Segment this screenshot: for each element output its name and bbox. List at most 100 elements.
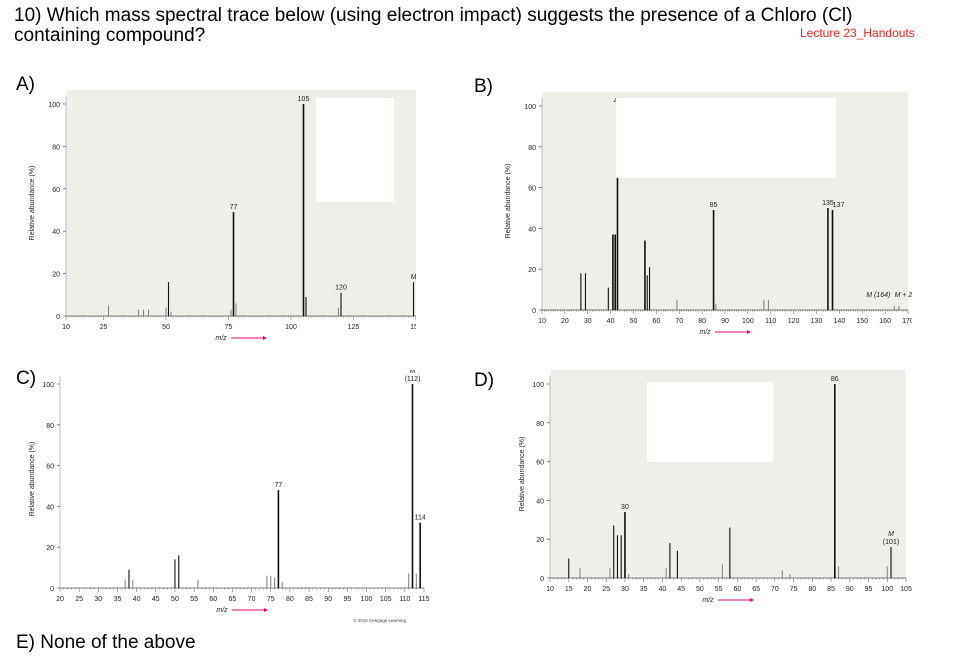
spectrum-b-x-tick-label: 70 xyxy=(675,318,683,325)
spectrum-c-x-tick-label: 40 xyxy=(133,596,141,603)
spectrum-d-peak xyxy=(781,570,783,578)
spectrum-a-y-tick-label: 80 xyxy=(52,144,60,151)
spectrum-c-peak-label: (112) xyxy=(405,376,421,383)
spectrum-a-peak xyxy=(142,309,145,316)
spectrum-a-y-axis-title: Relative abundance (%) xyxy=(29,166,36,241)
spectrum-d-peak xyxy=(579,568,581,578)
spectrum-a: 0 20 40 60 80 100 10 25 50 75 100 125 150 105 77 120 M Re… xyxy=(28,90,416,350)
spectrum-d-x-tick-label: 40 xyxy=(659,586,667,593)
spectrum-d-peak xyxy=(613,525,615,578)
spectrum-a-mz-arrowhead xyxy=(263,336,267,340)
spectrum-d-x-tick-label: 70 xyxy=(771,586,779,593)
spectrum-b-x-tick-label: 10 xyxy=(538,318,546,325)
spectrum-d-x-tick-label: 30 xyxy=(621,586,629,593)
spectrum-b-y-tick-label: 40 xyxy=(528,226,536,233)
spectrum-c-x-tick-label: 65 xyxy=(229,596,237,603)
spectrum-b-x-tick-label: 130 xyxy=(811,318,823,325)
spectrum-a-peak xyxy=(170,311,172,316)
spectrum-d-x-tick-label: 80 xyxy=(808,586,816,593)
spectrum-b-x-axis-title: m/z xyxy=(699,329,711,336)
spectrum-d-x-tick-label: 15 xyxy=(565,586,573,593)
spectrum-b-peak-label: 85 xyxy=(710,202,718,209)
spectrum-b-peak xyxy=(712,210,715,310)
spectrum-b-y-tick-label: 80 xyxy=(528,145,536,152)
spectrum-b-x-tick-label: 90 xyxy=(721,318,729,325)
spectrum-c-x-tick-label: 70 xyxy=(248,596,256,603)
spectrum-d-x-tick-label: 60 xyxy=(733,586,741,593)
spectrum-a-peak xyxy=(107,305,110,316)
spectrum-a-peak-label: 77 xyxy=(230,204,238,211)
option-a-label[interactable]: A) xyxy=(16,74,35,95)
question-line-2: containing compound? xyxy=(14,25,206,46)
spectrum-c-peak xyxy=(128,569,130,588)
spectrum-b-peak xyxy=(607,287,609,310)
spectrum-b-peak xyxy=(614,234,616,310)
spectrum-d-peak-label: 86 xyxy=(831,376,839,383)
spectrum-d-x-tick-label: 90 xyxy=(846,586,854,593)
spectrum-d-svg: 0 20 40 60 80 100 10 15 20 25 30 35 40 45 50 55 60 65 70 75… xyxy=(519,370,912,604)
spectrum-d-peak xyxy=(676,550,678,578)
question-text: 10) Which mass spectral trace below (usi… xyxy=(14,6,944,46)
spectrum-b-peak xyxy=(827,208,829,310)
option-d-label[interactable]: D) xyxy=(474,370,495,391)
spectrum-a-x-tick-label: 125 xyxy=(348,324,360,331)
spectrum-d-y-tick-label: 40 xyxy=(536,498,544,505)
spectrum-d-x-tick-label: 55 xyxy=(715,586,723,593)
spectrum-c-x-tick-label: 30 xyxy=(94,596,102,603)
spectrum-d-peak xyxy=(834,384,836,578)
spectrum-d-peak xyxy=(890,546,892,578)
spectrum-c-x-tick-label: 115 xyxy=(418,596,429,603)
spectrum-a-y-tick-label: 60 xyxy=(52,187,60,194)
spectrum-c-peak xyxy=(124,579,126,588)
spectrum-c-y-tick-label: 40 xyxy=(46,504,54,511)
spectrum-c-x-tick-label: 50 xyxy=(171,596,179,603)
question-line-1: 10) Which mass spectral trace below (usi… xyxy=(14,5,853,26)
spectrum-b-x-tick-label: 100 xyxy=(742,318,754,325)
spectrum-a-x-tick-label: 10 xyxy=(62,324,70,331)
spectrum-d-peak xyxy=(624,512,626,578)
spectrum-c-x-tick-label: 110 xyxy=(399,596,410,603)
spectrum-c-x-axis-title: m/z xyxy=(216,607,228,614)
spectrum-b-peak xyxy=(580,273,582,310)
spectrum-b-peak xyxy=(612,234,614,310)
option-b-label[interactable]: B) xyxy=(474,76,493,97)
spectrum-a-peak xyxy=(232,212,235,316)
spectrum-c-y-tick-label: 0 xyxy=(50,586,54,593)
spectrum-d-peak xyxy=(669,543,671,578)
spectrum-a-peak xyxy=(167,282,170,316)
spectrum-d-x-tick-label: 105 xyxy=(900,586,912,593)
spectrum-c-peak xyxy=(408,573,410,588)
spectrum-a-x-tick-label: 75 xyxy=(225,324,233,331)
spectrum-a-x-tick-label: 100 xyxy=(285,324,297,331)
spectrum-c-peak xyxy=(274,577,276,588)
spectrum-c-x-tick-label: 95 xyxy=(343,596,351,603)
spectrum-c-peak xyxy=(266,575,268,588)
spectrum-c-peak xyxy=(270,575,272,588)
spectrum-b-y-tick-label: 20 xyxy=(528,267,536,274)
spectrum-a-peak xyxy=(137,309,140,316)
spectrum-d-y-tick-label: 60 xyxy=(536,460,544,467)
spectrum-c-x-tick-label: 60 xyxy=(209,596,217,603)
spectrum-b-x-tick-label: 80 xyxy=(698,318,706,325)
spectrum-d-peak xyxy=(616,535,619,578)
spectrum-b-peak xyxy=(898,305,900,310)
spectrum-b-peak xyxy=(644,240,646,310)
spectrum-a-peak-label: 105 xyxy=(298,96,310,103)
spectrum-b-peak xyxy=(616,106,619,310)
spectrum-d-mz-arrowhead xyxy=(750,598,754,602)
spectrum-d-x-tick-label: 100 xyxy=(881,586,893,593)
spectrum-c-x-tick-label: 25 xyxy=(75,596,83,603)
option-c-label[interactable]: C) xyxy=(16,368,37,389)
spectrum-c-peak xyxy=(277,490,280,588)
spectrum-a-peak xyxy=(337,307,340,316)
spectrum-c-peak-label: 114 xyxy=(415,515,426,522)
spectrum-c-y-tick-label: 60 xyxy=(46,464,54,471)
option-e[interactable]: E) None of the above xyxy=(16,632,196,653)
spectrum-d-peak xyxy=(609,568,611,578)
spectrum-b-x-tick-label: 170 xyxy=(902,318,912,325)
spectrum-c-x-tick-label: 20 xyxy=(56,596,64,603)
spectrum-d: 0 20 40 60 80 100 10 15 20 25 30 35 40 45 50 55 60 65 70 75… xyxy=(500,370,912,610)
spectrum-c-x-tick-label: 85 xyxy=(305,596,313,603)
spectrum-c-mz-arrowhead xyxy=(264,608,268,612)
